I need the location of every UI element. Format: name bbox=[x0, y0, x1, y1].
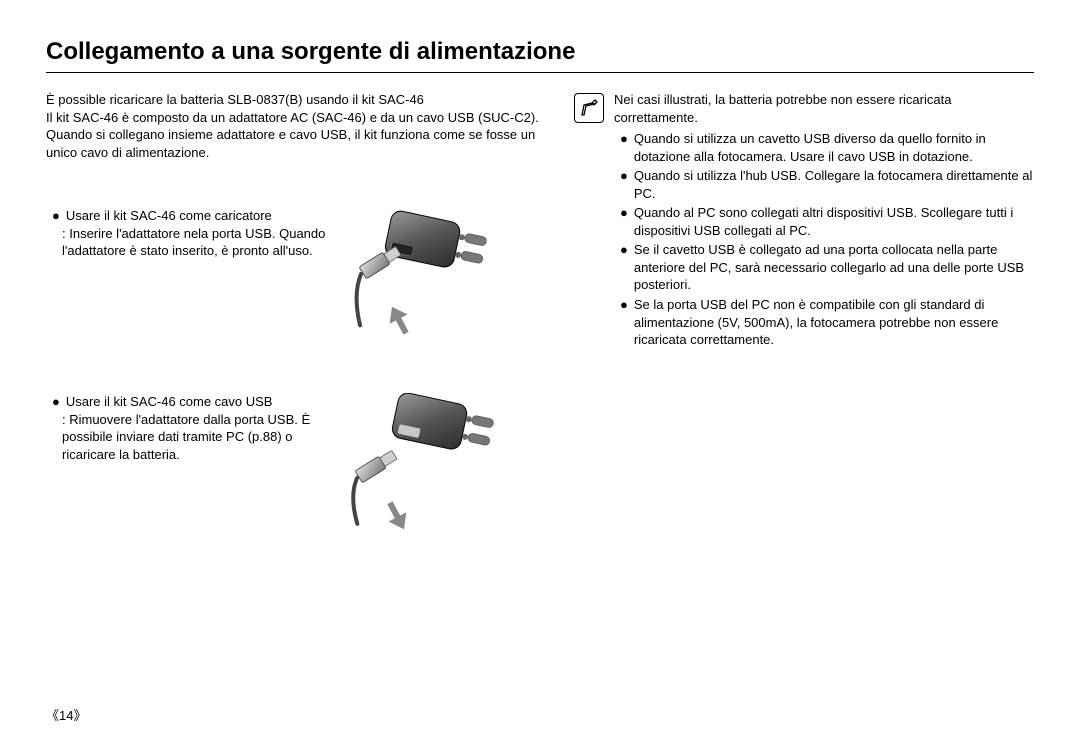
note-body: Nei casi illustrati, la batteria potrebb… bbox=[614, 91, 1034, 589]
adapter-plugged-illustration bbox=[336, 207, 506, 347]
content-columns: È possible ricaricare la batteria SLB-08… bbox=[46, 91, 1034, 589]
note-item: ●Se il cavetto USB è collegato ad una po… bbox=[618, 241, 1034, 294]
note-item: ●Quando si utilizza un cavetto USB diver… bbox=[618, 130, 1034, 165]
page-number: 《14》 bbox=[46, 705, 86, 724]
usage-body: : Rimuovere l'adattatore dalla porta USB… bbox=[50, 411, 336, 464]
note-list: ●Quando si utilizza un cavetto USB diver… bbox=[614, 130, 1034, 349]
usage-body: : Inserire l'adattatore nela porta USB. … bbox=[50, 225, 336, 260]
note-item: ●Quando si utilizza l'hub USB. Collegare… bbox=[618, 167, 1034, 202]
usage-item-text: ●Usare il kit SAC-46 come caricatore : I… bbox=[46, 207, 336, 260]
page-title: Collegamento a una sorgente di alimentaz… bbox=[46, 38, 1034, 73]
note-item: ●Quando al PC sono collegati altri dispo… bbox=[618, 204, 1034, 239]
page: Collegamento a una sorgente di alimentaz… bbox=[0, 0, 1080, 746]
usage-head: Usare il kit SAC-46 come cavo USB bbox=[66, 393, 273, 411]
usage-head: Usare il kit SAC-46 come caricatore bbox=[66, 207, 272, 225]
usage-item-text: ●Usare il kit SAC-46 come cavo USB : Rim… bbox=[46, 393, 336, 463]
adapter-unplugged-illustration bbox=[336, 393, 506, 543]
left-column: È possible ricaricare la batteria SLB-08… bbox=[46, 91, 546, 589]
right-column: Nei casi illustrati, la batteria potrebb… bbox=[574, 91, 1034, 589]
note-icon bbox=[574, 93, 604, 123]
usage-item-usb: ●Usare il kit SAC-46 come cavo USB : Rim… bbox=[46, 393, 546, 543]
note-item: ●Se la porta USB del PC non è compatibil… bbox=[618, 296, 1034, 349]
usage-item-charger: ●Usare il kit SAC-46 come caricatore : I… bbox=[46, 207, 546, 347]
note-intro: Nei casi illustrati, la batteria potrebb… bbox=[614, 91, 1034, 126]
intro-paragraph: È possible ricaricare la batteria SLB-08… bbox=[46, 91, 546, 161]
